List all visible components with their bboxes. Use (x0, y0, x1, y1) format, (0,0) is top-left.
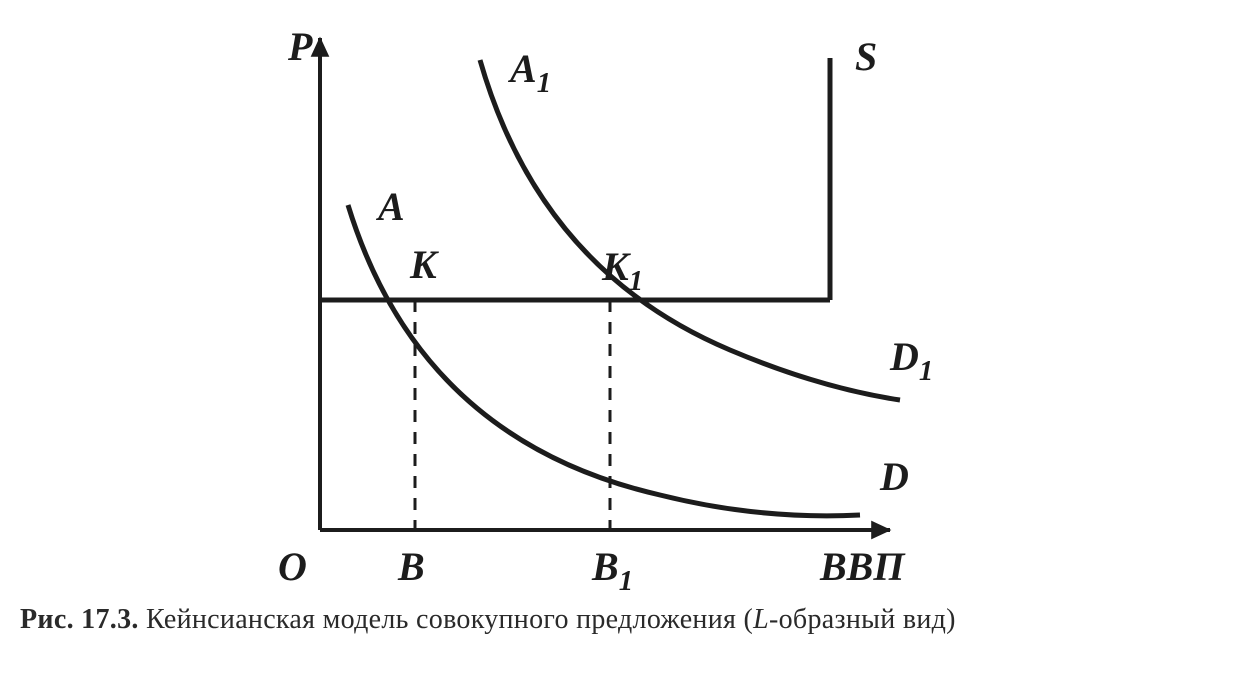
label-A1: A1 (507, 46, 551, 99)
label-B1: B1 (591, 544, 633, 596)
label-A: A (375, 184, 405, 229)
label-D1: D1 (889, 334, 933, 387)
label-B: B (397, 544, 425, 589)
caption-tail: -образный вид) (769, 604, 956, 635)
caption-body: Кейнсианская модель совокупного предложе… (139, 604, 753, 635)
label-S: S (855, 34, 877, 79)
label-BBP: ВВП (819, 544, 906, 589)
label-K: K (409, 242, 439, 287)
figure-caption: Рис. 17.3. Кейнсианская модель совокупно… (20, 604, 1245, 636)
label-D: D (879, 454, 909, 499)
label-P: P (287, 24, 313, 69)
figure-wrap: P S A A1 K K1 D D1 O B B1 ВВП Рис. 17.3. Кейнсианск… (20, 20, 1245, 656)
curve-D1 (480, 60, 900, 400)
label-K1: K1 (601, 244, 643, 297)
label-O: O (278, 544, 307, 589)
economics-diagram: P S A A1 K K1 D D1 O B B1 ВВП (20, 20, 1245, 596)
caption-lead: Рис. 17.3. (20, 604, 139, 635)
caption-italic-L: L (753, 604, 769, 635)
